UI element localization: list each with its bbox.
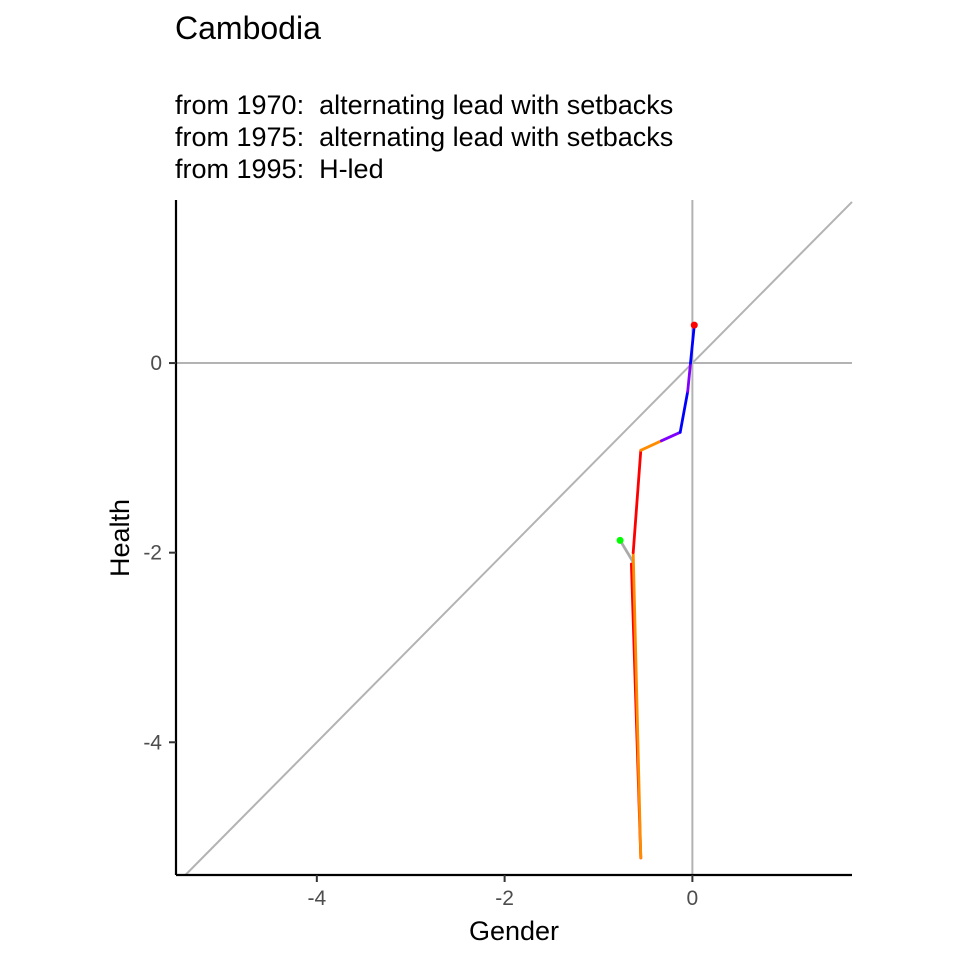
end-point	[690, 321, 698, 329]
trajectory-segment-4	[639, 439, 663, 452]
y-tick-label-2: 0	[150, 352, 162, 375]
start-point	[616, 536, 624, 544]
trajectory-endpoints	[616, 321, 698, 544]
chart-title: Cambodia	[175, 10, 321, 46]
trajectory-segment-5	[660, 430, 682, 443]
trajectory-segment-7	[686, 361, 692, 393]
trajectory-segment-8	[689, 323, 696, 365]
trajectory-segment-3	[631, 448, 643, 555]
reference-lines	[176, 200, 853, 876]
x-tick-label-1: -2	[495, 887, 514, 910]
axes: -4 -2 0 -4 -2 0	[143, 200, 852, 910]
diagonal-reference-line	[184, 201, 853, 876]
trajectory-segment-0	[618, 538, 635, 564]
y-tick-label-0: -4	[143, 731, 162, 754]
x-axis-label: Gender	[469, 916, 559, 946]
trajectory-segment-6	[678, 390, 690, 434]
y-axis-label: Health	[105, 499, 135, 577]
trajectory	[618, 323, 696, 860]
subtitle-line-1995: from 1995: H-led	[175, 154, 384, 184]
subtitle-line-1970: from 1970: alternating lead with setback…	[175, 90, 674, 120]
subtitle-line-1975: from 1975: alternating lead with setback…	[175, 122, 674, 152]
y-tick-label-1: -2	[143, 542, 162, 565]
trajectory-segment-2	[631, 551, 643, 860]
x-tick-label-2: 0	[687, 887, 699, 910]
x-tick-label-0: -4	[307, 887, 326, 910]
